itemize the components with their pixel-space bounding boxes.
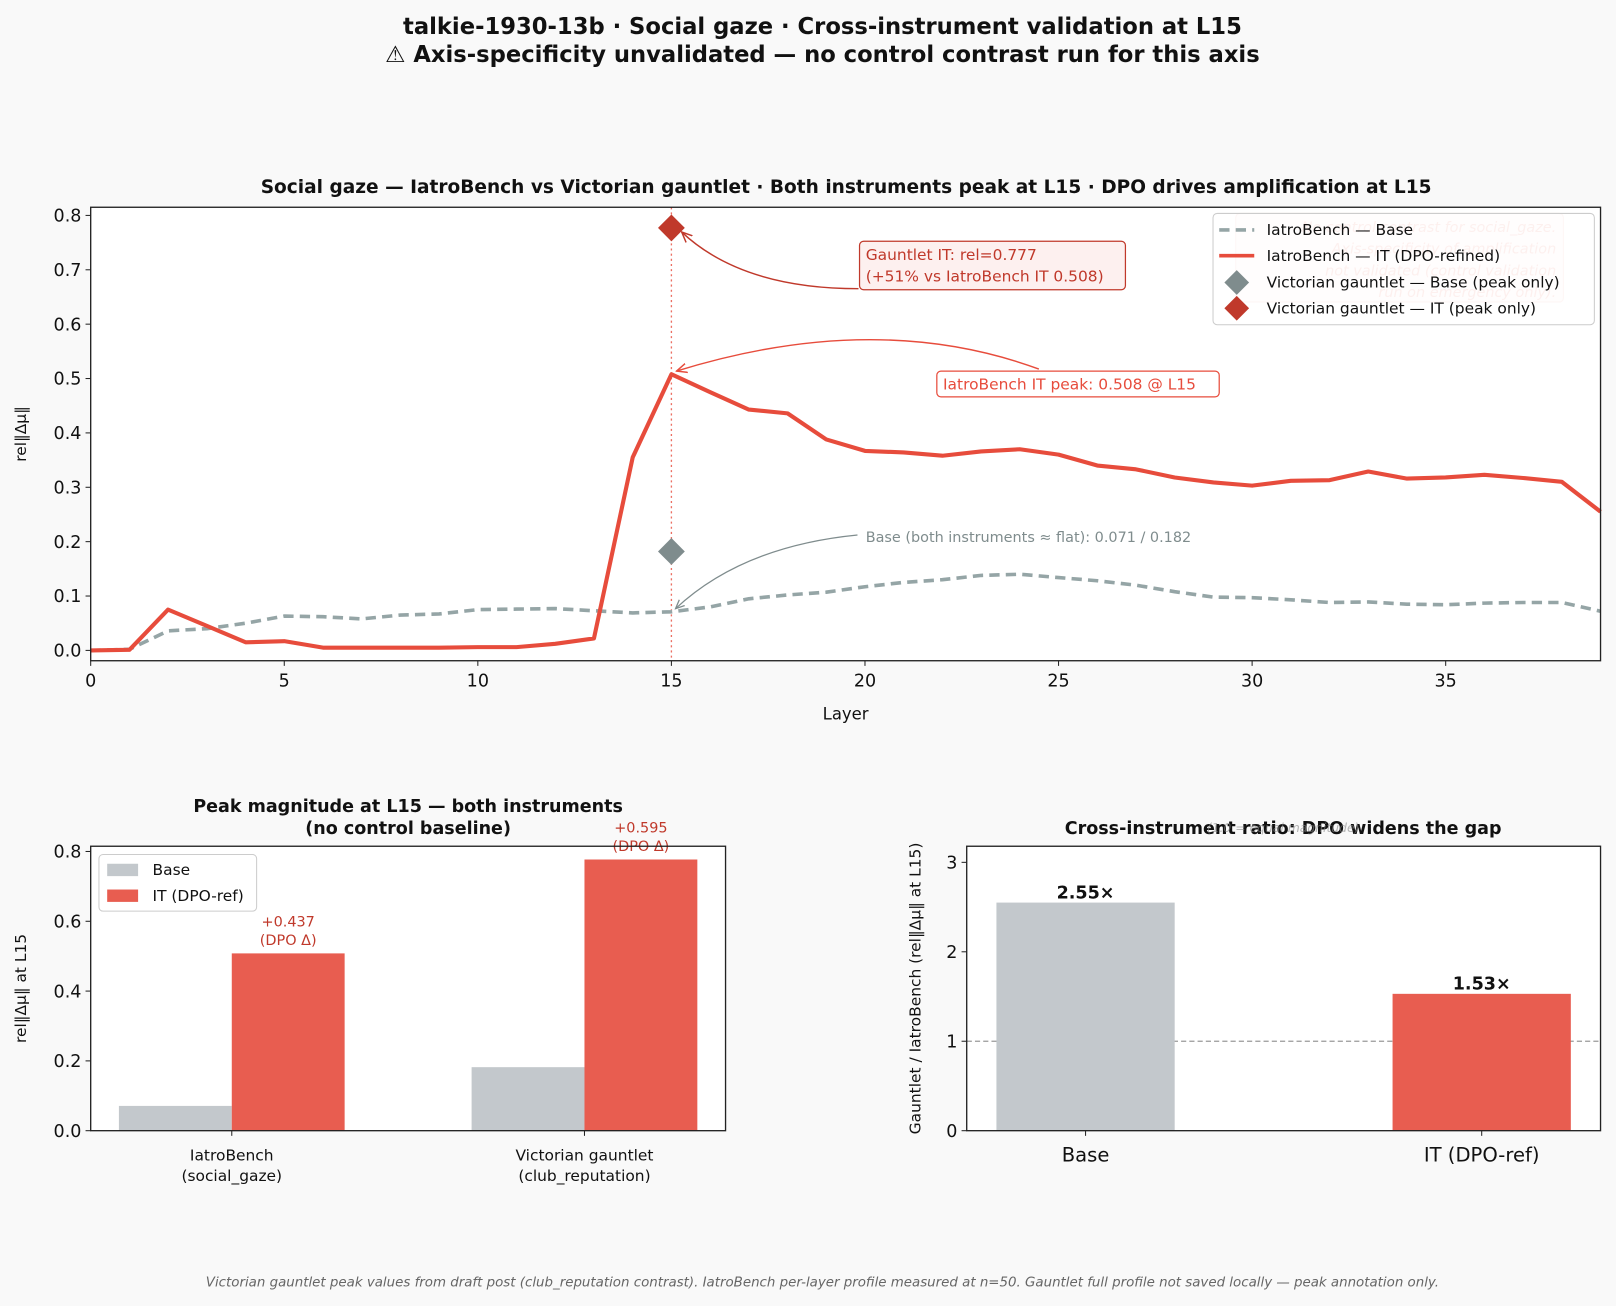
peak-marker xyxy=(658,214,685,242)
x-tick-label: 35 xyxy=(1435,671,1457,691)
annotation-arrow xyxy=(682,232,859,290)
delta-label: +0.595 xyxy=(614,821,667,837)
x-tick-label: 15 xyxy=(660,671,682,691)
x-tick-label: 5 xyxy=(279,671,290,691)
y-tick-label: 0 xyxy=(946,1122,957,1142)
y-tick-label: 0.2 xyxy=(54,1052,82,1072)
legend-label: IT (DPO-ref) xyxy=(153,887,244,905)
annotation: IatroBench IT peak: 0.508 @ L15 xyxy=(943,376,1196,394)
y-tick-label: 0.6 xyxy=(54,315,82,335)
x-tick-label: Base xyxy=(1062,1144,1110,1167)
chart-subtitle: (1.0 = equal magnitude) xyxy=(1207,821,1360,835)
bar xyxy=(118,1105,232,1131)
y-axis-label: rel‖Δμ‖ at L15 xyxy=(12,934,30,1043)
legend-box xyxy=(1212,212,1595,326)
y-tick-label: 0.3 xyxy=(54,478,82,498)
x-tick-label: (club_reputation) xyxy=(518,1167,650,1186)
legend-swatch xyxy=(1224,295,1250,321)
plot-frame xyxy=(90,206,1602,662)
annotation: Base (both instruments ≈ flat): 0.071 / … xyxy=(866,530,1191,546)
suptitle: talkie-1930-13b · Social gaze · Cross-in… xyxy=(403,14,1242,40)
plot-frame xyxy=(90,845,727,1132)
y-tick-label: 0.2 xyxy=(54,533,82,553)
y-tick-label: 0.0 xyxy=(54,1122,82,1142)
value-label: 1.53× xyxy=(1453,975,1511,995)
footer: Victorian gauntlet peak values from draf… xyxy=(206,1275,1439,1290)
x-tick-label: 0 xyxy=(85,671,96,691)
y-tick-label: 0.4 xyxy=(54,982,82,1002)
y-tick-label: 1 xyxy=(946,1032,957,1052)
bar xyxy=(584,859,698,1131)
x-tick-label: 25 xyxy=(1047,671,1069,691)
x-tick-label: Victorian gauntlet xyxy=(515,1147,653,1165)
y-tick-label: 3 xyxy=(946,854,957,874)
legend-label: IatroBench — Base xyxy=(1267,221,1414,239)
annotation-box xyxy=(936,370,1220,398)
value-label: 2.55× xyxy=(1057,883,1115,903)
legend-box xyxy=(98,853,258,912)
annotation-arrow xyxy=(676,534,858,609)
series-line xyxy=(90,372,1602,653)
y-tick-label: 0.4 xyxy=(54,424,82,444)
y-axis-label: rel‖Δμ‖ xyxy=(12,406,30,462)
x-tick-label: IT (DPO-ref) xyxy=(1424,1144,1540,1167)
legend-label: Victorian gauntlet — IT (peak only) xyxy=(1267,299,1536,317)
legend-swatch xyxy=(107,863,139,877)
y-tick-label: 0.8 xyxy=(54,843,82,863)
y-tick-label: 2 xyxy=(946,943,957,963)
x-tick-label: 30 xyxy=(1241,671,1263,691)
chart-title: Peak magnitude at L15 — both instruments xyxy=(193,797,623,817)
annotation: Gauntlet IT: rel=0.777 xyxy=(866,246,1037,264)
y-tick-label: 0.6 xyxy=(54,912,82,932)
legend-swatch xyxy=(107,889,139,902)
y-tick-label: 0.8 xyxy=(54,207,82,227)
x-tick-label: IatroBench xyxy=(190,1147,274,1165)
chart-title: (no control baseline) xyxy=(305,819,511,839)
delta-label: (DPO Δ) xyxy=(613,839,670,855)
delta-label: (DPO Δ) xyxy=(260,933,317,949)
legend-label: IatroBench — IT (DPO-refined) xyxy=(1267,247,1501,265)
y-tick-label: 0.7 xyxy=(54,261,82,281)
bar xyxy=(996,902,1175,1131)
x-axis-label: Layer xyxy=(823,704,869,723)
suptitle-warning: ⚠ Axis-specificity unvalidated — no cont… xyxy=(385,42,1260,68)
chart-title: Social gaze — IatroBench vs Victorian ga… xyxy=(261,177,1432,198)
y-tick-label: 0.0 xyxy=(54,642,82,662)
plot-frame xyxy=(966,845,1602,1132)
peak-marker xyxy=(658,538,685,565)
y-tick-label: 0.5 xyxy=(54,370,82,390)
y-tick-label: 0.1 xyxy=(54,587,82,607)
x-tick-label: 10 xyxy=(467,671,489,691)
bar xyxy=(1392,993,1571,1131)
y-axis-label: Gauntlet / IatroBench (rel‖Δμ‖ at L15) xyxy=(906,843,924,1135)
legend-label: Victorian gauntlet — Base (peak only) xyxy=(1267,274,1560,292)
legend-label: Base xyxy=(153,861,191,879)
annotation: (+51% vs IatroBench IT 0.508) xyxy=(866,267,1104,285)
chart-title: Cross-instrument ratio: DPO widens the g… xyxy=(1065,819,1502,839)
series-line xyxy=(90,572,1601,653)
x-tick-label: 20 xyxy=(854,671,876,691)
bar xyxy=(231,953,345,1131)
bar xyxy=(471,1067,585,1131)
x-tick-label: (social_gaze) xyxy=(181,1167,282,1186)
annotation-arrow xyxy=(677,338,1040,371)
annotation-box xyxy=(858,240,1127,291)
delta-label: +0.437 xyxy=(262,915,315,931)
